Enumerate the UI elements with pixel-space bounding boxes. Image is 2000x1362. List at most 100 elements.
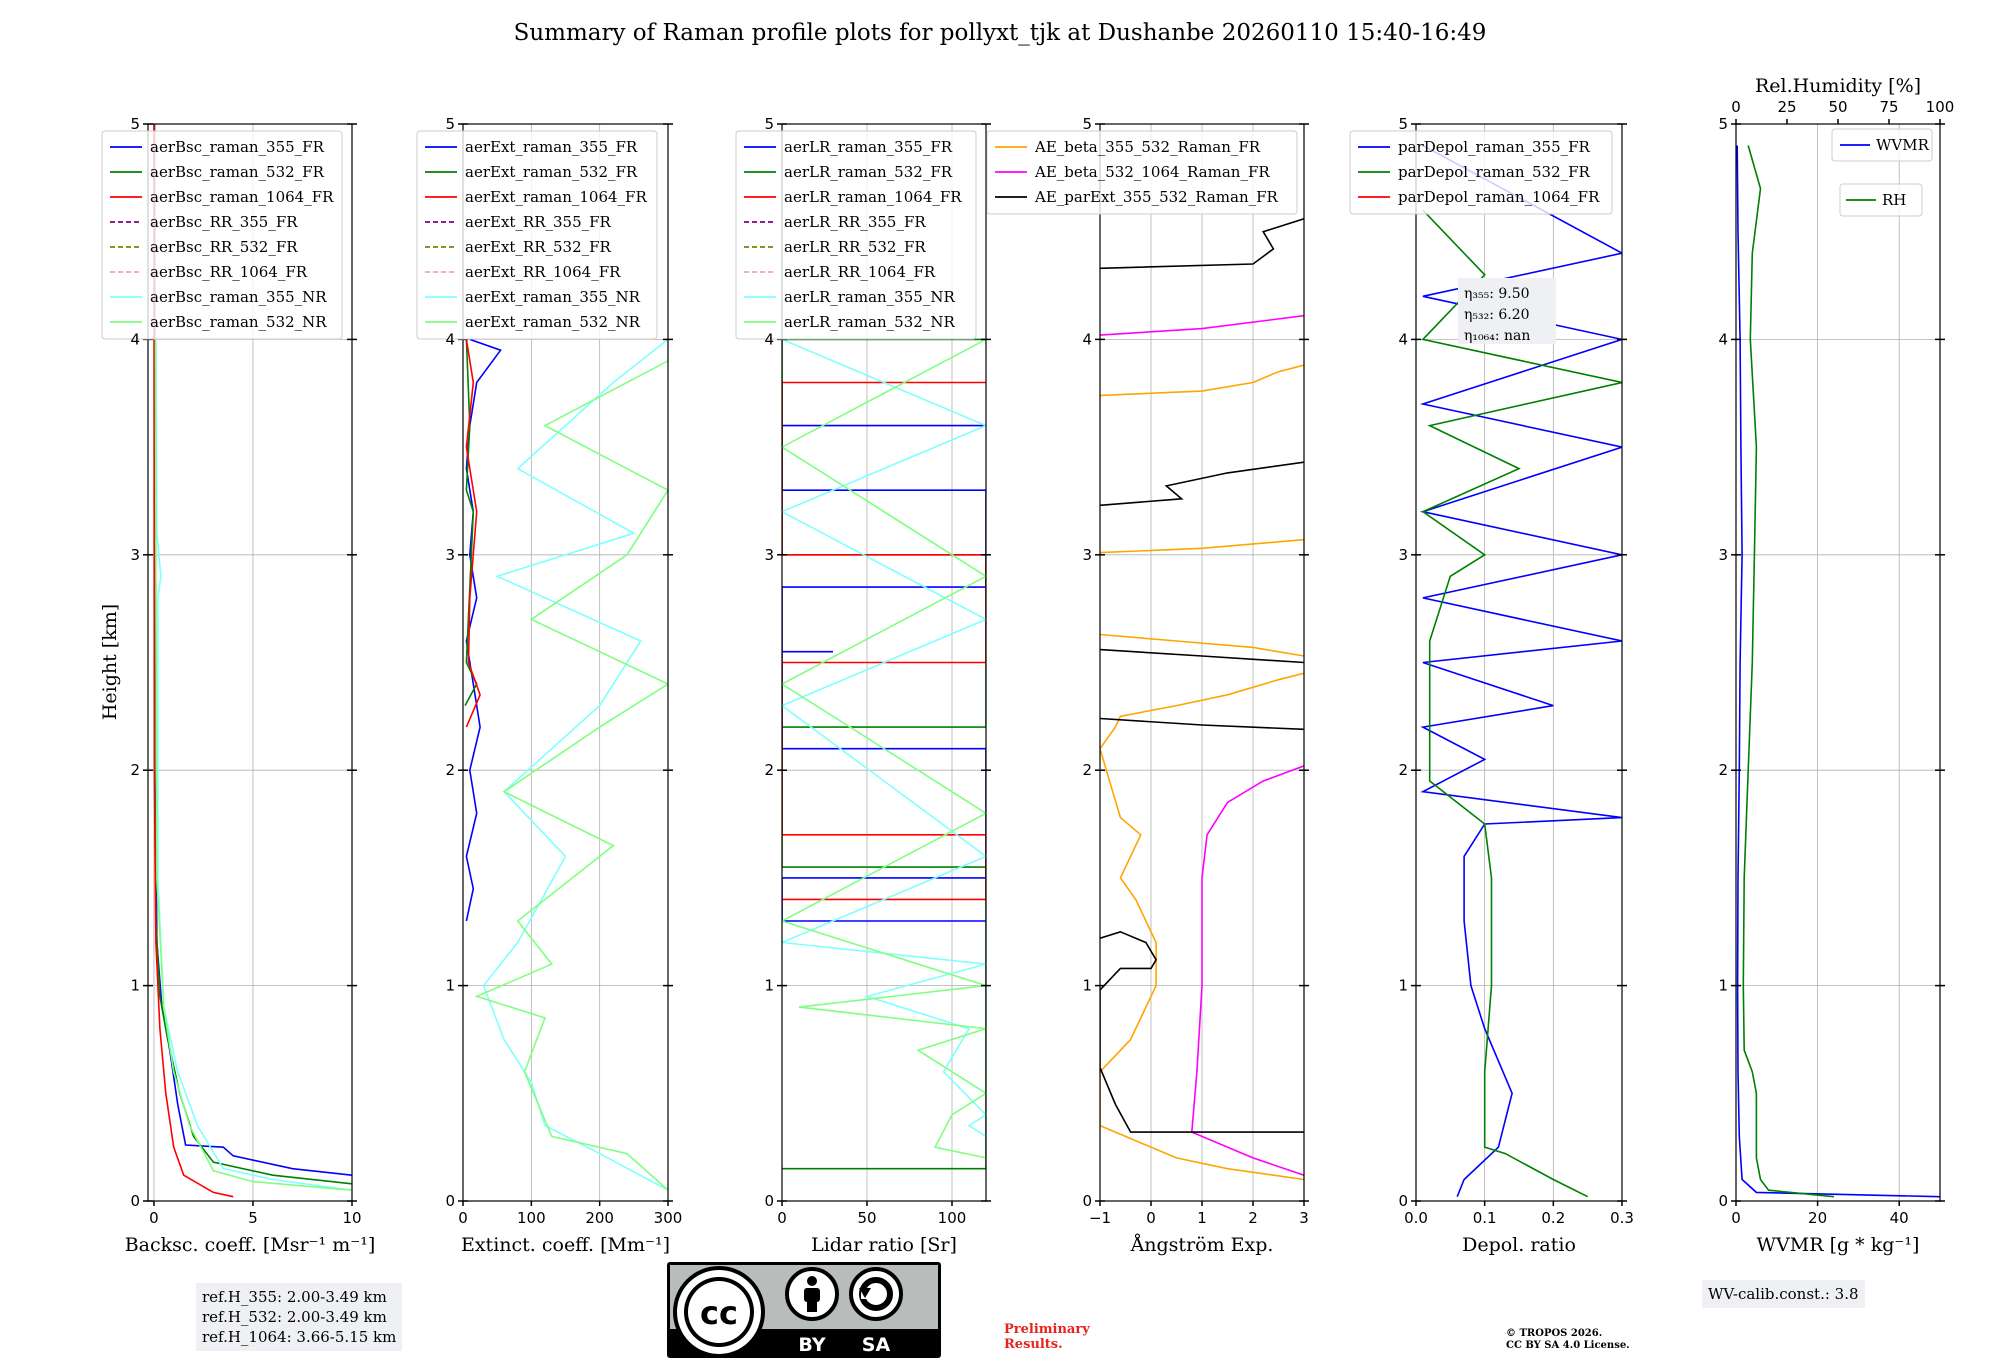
- legend-label: aerExt_raman_532_FR: [465, 163, 638, 181]
- x2-tick-label: 0: [1731, 98, 1741, 116]
- x-tick-label: 200: [585, 1209, 614, 1227]
- legend-label: aerBsc_raman_532_NR: [150, 313, 327, 331]
- legend-label: aerExt_RR_532_FR: [465, 238, 612, 256]
- series-line-AE_parExt_355_532_Raman_FR_top2: [1100, 218, 1304, 270]
- legend-label: aerBsc_RR_355_FR: [150, 213, 298, 231]
- legend-label: aerBsc_raman_1064_FR: [150, 188, 334, 206]
- ref-height-355: ref.H_355: 2.00-3.49 km: [202, 1288, 387, 1306]
- legend-label: aerBsc_raman_355_FR: [150, 138, 325, 156]
- y-tick-label: 4: [130, 330, 140, 348]
- legend-label: aerLR_RR_1064_FR: [784, 263, 936, 281]
- y-tick-label: 1: [1398, 977, 1408, 995]
- series-group: [1736, 145, 1940, 1198]
- legend-box: [1349, 130, 1613, 215]
- legend-label: aerLR_raman_1064_FR: [784, 188, 962, 206]
- y-tick-label: 4: [764, 330, 774, 348]
- x-axis-label: Lidar ratio [Sr]: [811, 1234, 957, 1256]
- y-tick-label: 3: [1398, 546, 1408, 564]
- cc-sa-text: SA: [862, 1334, 891, 1356]
- y-tick-label: 1: [1082, 977, 1092, 995]
- y-tick-label: 1: [1718, 977, 1728, 995]
- y-tick-label: 2: [1398, 761, 1408, 779]
- y-tick-label: 5: [130, 115, 140, 133]
- x-tick-label: 2: [1248, 1209, 1258, 1227]
- panel-6: [1731, 119, 1945, 1206]
- legend-label: parDepol_raman_1064_FR: [1398, 188, 1600, 206]
- x-tick-label: 0: [458, 1209, 468, 1227]
- legend-label: aerExt_raman_532_NR: [465, 313, 641, 331]
- y-tick-label: 5: [1718, 115, 1728, 133]
- x-tick-label: 50: [857, 1209, 876, 1227]
- panel-frame: [462, 123, 669, 1202]
- legend-label: aerLR_RR_532_FR: [784, 238, 926, 256]
- x-tick-label: −1: [1089, 1209, 1111, 1227]
- legend-label: RH: [1882, 191, 1906, 209]
- y-tick-label: 0: [1398, 1192, 1408, 1210]
- legend-label: AE_beta_355_532_Raman_FR: [1034, 138, 1261, 156]
- wv-calib-box: WV-calib.const.: 3.8: [1702, 1280, 1865, 1308]
- cc-by-text: BY: [798, 1334, 825, 1356]
- y-tick-label: 2: [130, 761, 140, 779]
- ref-height-532: ref.H_532: 2.00-3.49 km: [202, 1308, 387, 1326]
- legend-label: AE_parExt_355_532_Raman_FR: [1034, 188, 1279, 206]
- legend-label: aerExt_RR_1064_FR: [465, 263, 621, 281]
- x-tick-label: 100: [517, 1209, 546, 1227]
- series-line-WVMR: [1736, 145, 1940, 1198]
- copyright-note: © TROPOS 2026. CC BY SA 4.0 License.: [1506, 1328, 1630, 1352]
- y-tick-label: 5: [764, 115, 774, 133]
- preliminary-line-2: Results.: [1004, 1337, 1063, 1352]
- y-tick-label: 3: [764, 546, 774, 564]
- y-tick-label: 0: [1718, 1192, 1728, 1210]
- x-tick-label: 0: [1731, 1209, 1741, 1227]
- series-line-parDepol_raman_532_FR: [1421, 209, 1622, 1198]
- x2-tick-label: 50: [1828, 98, 1847, 116]
- x-tick-label: 0.0: [1404, 1209, 1428, 1227]
- y-tick-label: 5: [1398, 115, 1408, 133]
- x-tick-label: 0: [149, 1209, 159, 1227]
- legend-label: WVMR: [1876, 136, 1930, 154]
- panel-3: [735, 123, 991, 1206]
- y-tick-label: 2: [1718, 761, 1728, 779]
- x2-tick-label: 75: [1879, 98, 1898, 116]
- x-tick-label: 0.3: [1610, 1209, 1634, 1227]
- series-line-AE_parExt_355_532_Raman_FR_mid2: [1100, 717, 1304, 731]
- x-tick-label: 0: [1146, 1209, 1156, 1227]
- series-line-RH: [1742, 145, 1834, 1198]
- series-line-parDepol_raman_355_FR: [1419, 144, 1622, 1197]
- x-tick-label: 10: [342, 1209, 361, 1227]
- legend-label: aerExt_RR_355_FR: [465, 213, 612, 231]
- x-tick-label: 5: [248, 1209, 258, 1227]
- legend-label: aerLR_raman_532_FR: [784, 163, 953, 181]
- series-line-aerBsc_raman_1064_FR: [153, 124, 234, 1198]
- y-tick-label: 1: [130, 977, 140, 995]
- x-axis-label: Extinct. coeff. [Mm⁻¹]: [461, 1234, 670, 1256]
- x-tick-label: 1: [1197, 1209, 1207, 1227]
- series-line-aerBsc_raman_532_NR: [154, 339, 352, 1191]
- series-line-aerExt_raman_355_FR: [465, 338, 502, 922]
- copyright-line-1: © TROPOS 2026.: [1506, 1328, 1603, 1339]
- x-tick-label: 0.2: [1541, 1209, 1565, 1227]
- panel-frame: [1735, 123, 1941, 1202]
- svg-text:cc: cc: [700, 1294, 738, 1332]
- series-line-AE_parExt_355_532_Raman_FR_mid: [1100, 648, 1304, 664]
- x-tick-label: 0.1: [1473, 1209, 1497, 1227]
- legend-box: [101, 130, 343, 340]
- x-tick-label: 100: [938, 1209, 967, 1227]
- panel-frame: [147, 123, 353, 1202]
- x-tick-label: 0: [777, 1209, 787, 1227]
- series-line-aerExt_raman_355_NR: [482, 338, 668, 1191]
- series-line-AE_beta_355_532_Raman_FR_top2: [1100, 364, 1304, 397]
- series-group: [782, 338, 986, 1170]
- x-axis-label: Ångström Exp.: [1130, 1234, 1274, 1256]
- legend-box-rh: [1839, 183, 1923, 217]
- legend-label: aerExt_raman_355_FR: [465, 138, 638, 156]
- panel-1: [101, 123, 357, 1206]
- legend-label: aerLR_raman_355_NR: [784, 288, 955, 306]
- ref-height-1064: ref.H_1064: 3.66-5.15 km: [202, 1328, 397, 1346]
- y-tick-label: 0: [764, 1192, 774, 1210]
- y-tick-label: 3: [1082, 546, 1092, 564]
- legend-box: [986, 130, 1298, 215]
- y-tick-label: 3: [1718, 546, 1728, 564]
- legend-label: aerBsc_raman_532_FR: [150, 163, 325, 181]
- x-axis-label: Depol. ratio: [1462, 1234, 1576, 1256]
